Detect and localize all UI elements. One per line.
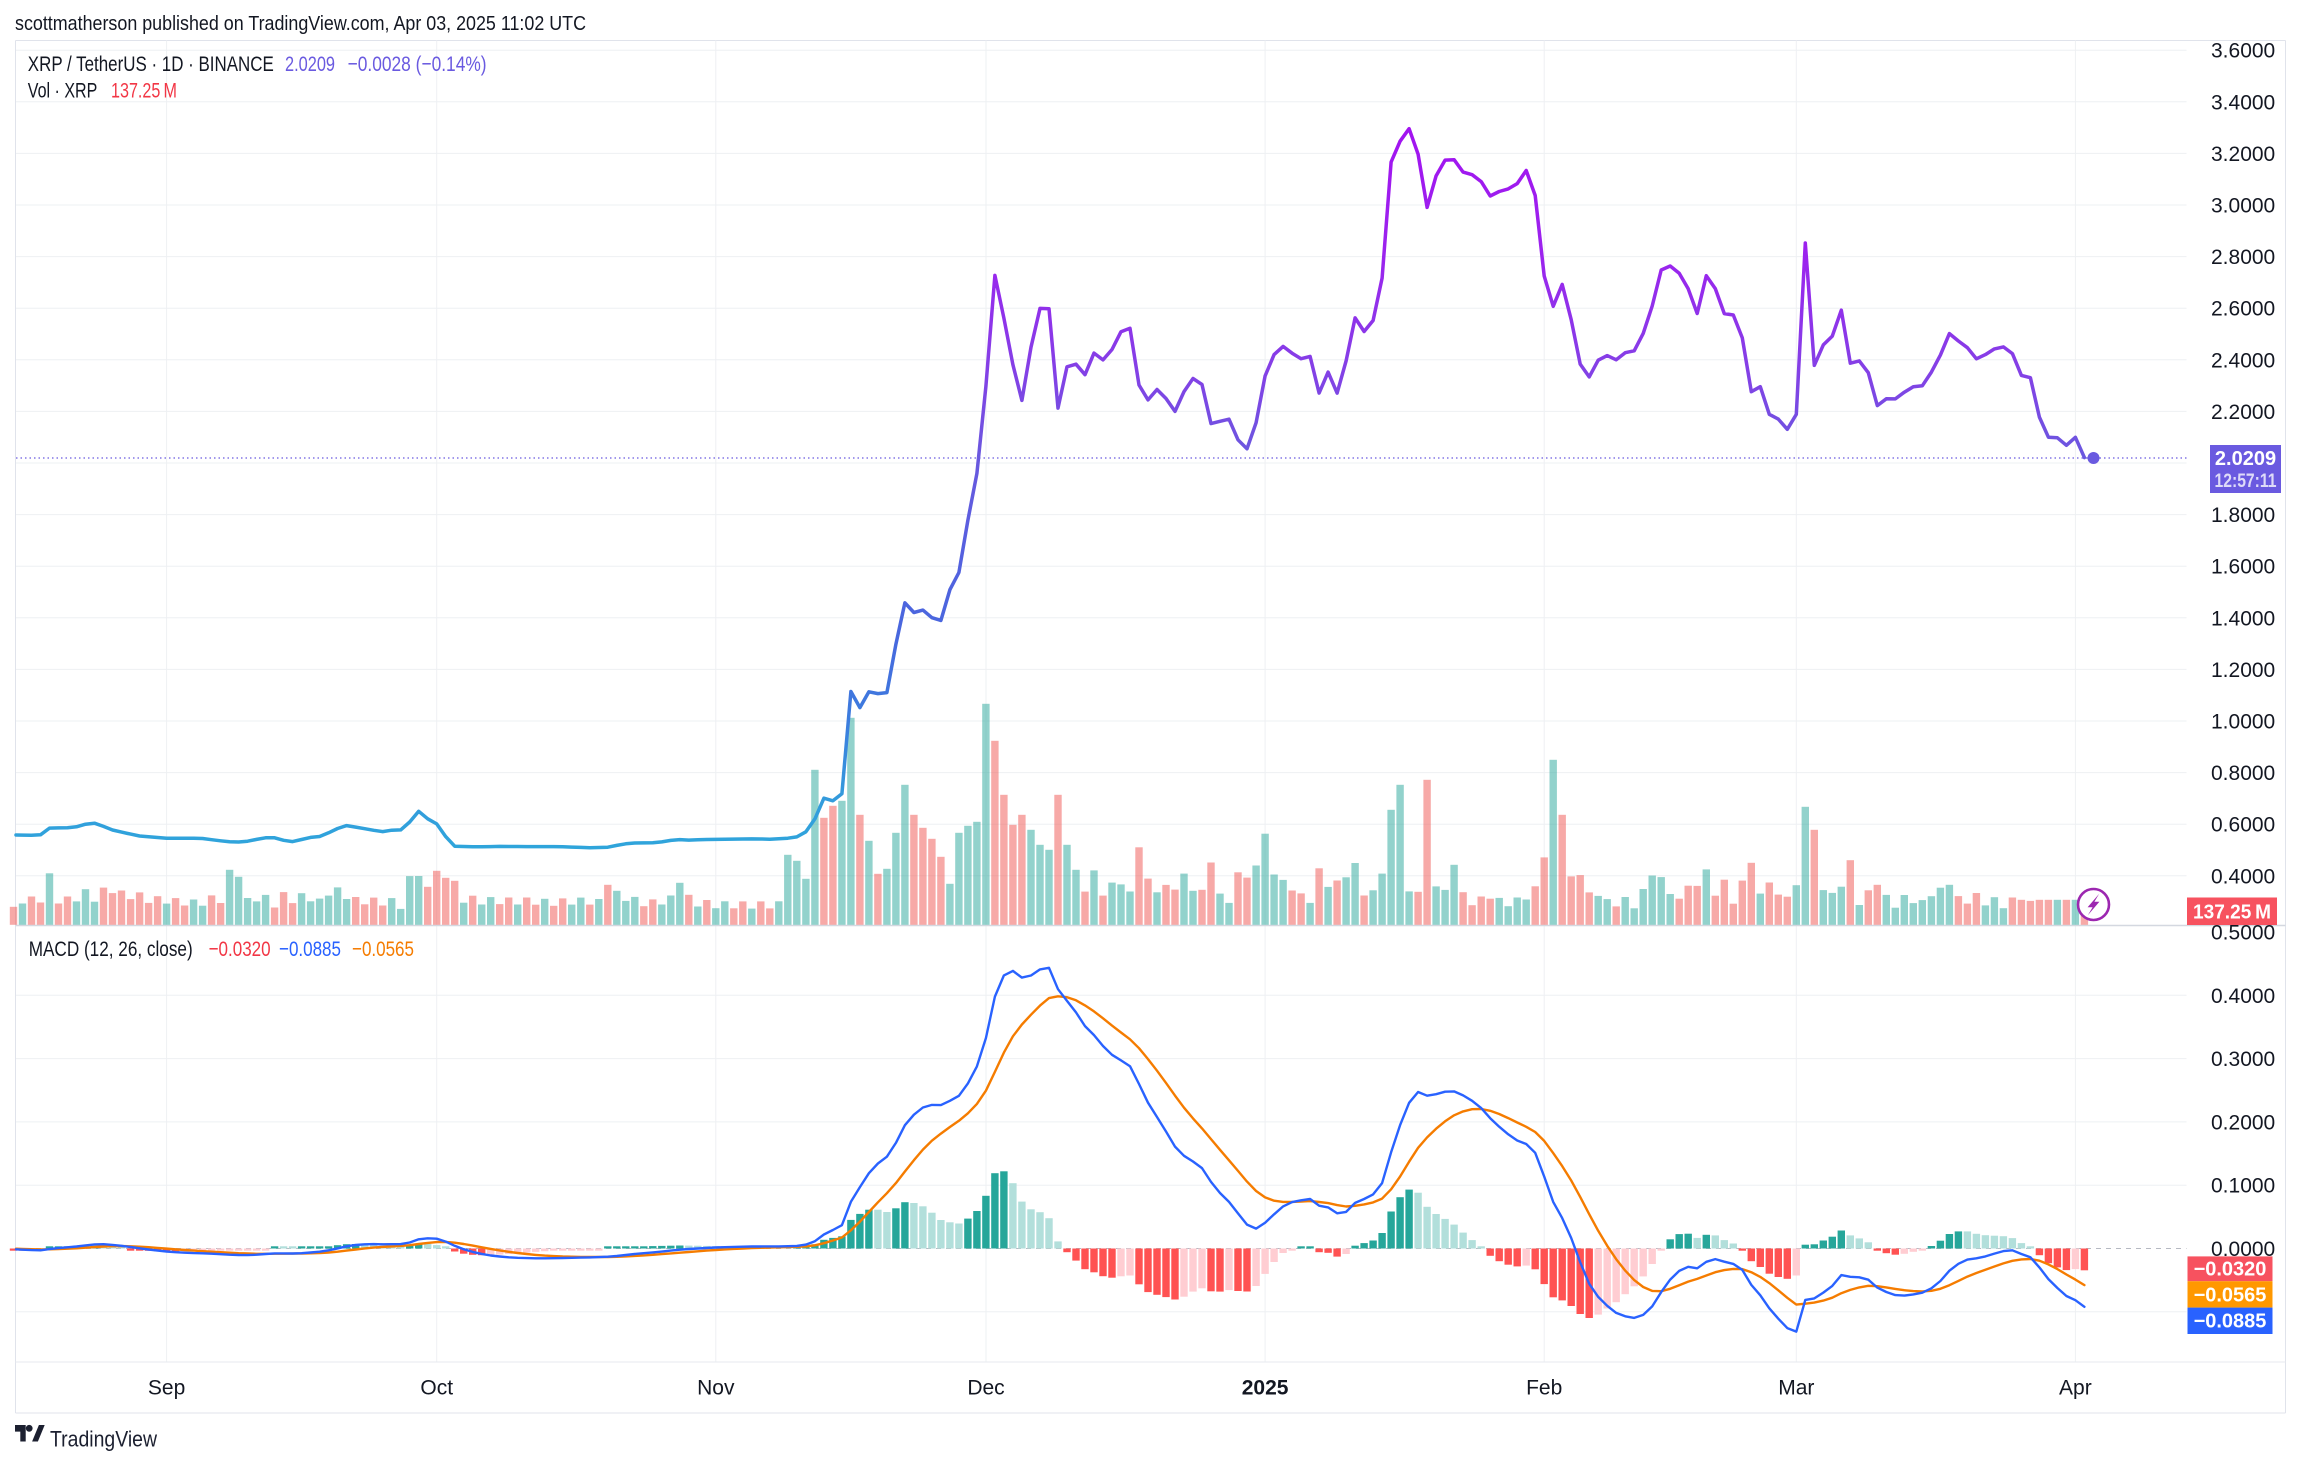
svg-text:137.25 M: 137.25 M [2193,902,2271,924]
svg-text:scottmatherson published on Tr: scottmatherson published on TradingView.… [15,12,586,35]
svg-text:2.2000: 2.2000 [2211,401,2275,424]
svg-text:0.4000: 0.4000 [2211,985,2275,1008]
svg-text:Vol · XRP: Vol · XRP [28,79,98,103]
svg-text:−0.0320: −0.0320 [209,937,271,961]
svg-text:Sep: Sep [148,1377,185,1400]
svg-text:0.3000: 0.3000 [2211,1048,2275,1071]
svg-text:3.6000: 3.6000 [2211,40,2275,63]
svg-text:Oct: Oct [420,1377,453,1400]
svg-text:0.5000: 0.5000 [2211,922,2275,945]
svg-text:3.2000: 3.2000 [2211,143,2275,166]
svg-text:1.8000: 1.8000 [2211,504,2275,527]
svg-text:−0.0565: −0.0565 [2194,1285,2267,1307]
svg-text:0.1000: 0.1000 [2211,1175,2275,1198]
svg-text:3.4000: 3.4000 [2211,91,2275,114]
svg-text:2.0209: 2.0209 [2215,448,2276,470]
svg-text:1.4000: 1.4000 [2211,607,2275,630]
svg-text:−0.0565: −0.0565 [352,937,414,961]
svg-text:0.2000: 0.2000 [2211,1111,2275,1134]
svg-text:2.4000: 2.4000 [2211,349,2275,372]
svg-text:12:57:11: 12:57:11 [2215,471,2277,492]
svg-text:137.25 M: 137.25 M [111,79,177,103]
svg-text:3.0000: 3.0000 [2211,195,2275,218]
svg-text:2.6000: 2.6000 [2211,298,2275,321]
svg-text:0.0000: 0.0000 [2211,1238,2275,1261]
svg-text:0.4000: 0.4000 [2211,865,2275,888]
svg-text:0.8000: 0.8000 [2211,762,2275,785]
svg-text:1.0000: 1.0000 [2211,711,2275,734]
svg-text:XRP / TetherUS · 1D · BINANCE: XRP / TetherUS · 1D · BINANCE [28,52,274,76]
svg-text:−0.0885: −0.0885 [2194,1311,2267,1333]
svg-text:Nov: Nov [697,1377,735,1400]
svg-text:−0.0028 (−0.14%): −0.0028 (−0.14%) [348,52,487,76]
svg-text:MACD (12, 26, close): MACD (12, 26, close) [29,937,193,961]
svg-text:Feb: Feb [1526,1377,1562,1400]
svg-text:0.6000: 0.6000 [2211,814,2275,837]
svg-text:Apr: Apr [2059,1377,2092,1400]
svg-text:Dec: Dec [967,1377,1004,1400]
svg-text:1.2000: 1.2000 [2211,659,2275,682]
svg-text:−0.0885: −0.0885 [279,937,341,961]
svg-text:2.8000: 2.8000 [2211,246,2275,269]
svg-text:TradingView: TradingView [50,1427,157,1452]
svg-text:Mar: Mar [1778,1377,1814,1400]
svg-text:2025: 2025 [1242,1377,1289,1400]
svg-text:1.6000: 1.6000 [2211,556,2275,579]
svg-text:−0.0320: −0.0320 [2194,1259,2267,1281]
svg-text:2.0209: 2.0209 [285,52,335,76]
